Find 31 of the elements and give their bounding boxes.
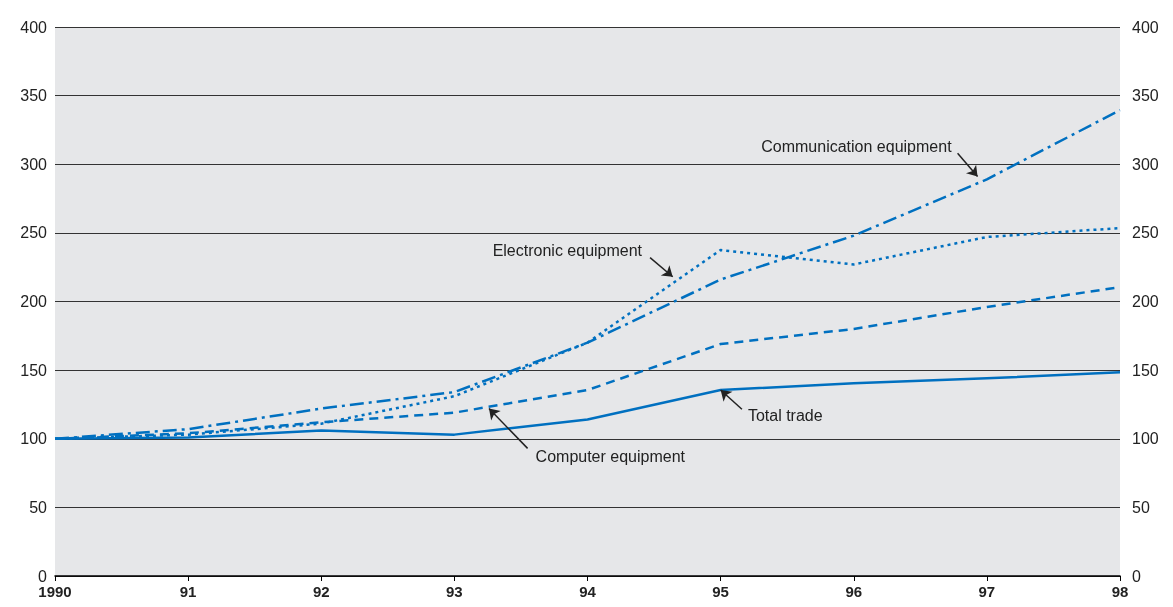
x-tick-label: 1990 [38, 583, 72, 600]
y-tick-label: 0 [38, 567, 48, 585]
y2-tick-label: 400 [1132, 18, 1159, 36]
y2-tick-label: 100 [1132, 430, 1159, 448]
y2-tick-label: 350 [1132, 87, 1159, 105]
x-tick-label: 93 [446, 583, 463, 600]
y-tick-label: 300 [20, 155, 48, 173]
annotation: Computer equipment [535, 447, 686, 465]
x-tick-label: 98 [1111, 583, 1129, 600]
annotation: Electronic equipment [492, 242, 643, 260]
annotation: Communication equipment [761, 137, 953, 155]
x-tick-label: 96 [845, 583, 863, 600]
x-tick-label: 91 [179, 583, 197, 600]
x-tick-label: 95 [712, 583, 729, 600]
y-tick-label: 400 [20, 18, 48, 36]
y2-tick-label: 300 [1132, 155, 1159, 173]
y-tick-label: 200 [20, 293, 48, 310]
y-tick-label: 150 [20, 361, 48, 379]
x-tick-label: 94 [579, 583, 597, 600]
y-tick-label: 100 [20, 430, 48, 448]
y-tick-label: 250 [20, 224, 48, 242]
y-tick-label: 350 [20, 87, 48, 105]
y2-tick-label: 200 [1132, 293, 1159, 310]
y2-tick-label: 250 [1132, 224, 1159, 242]
y2-tick-label: 150 [1132, 361, 1159, 379]
annotation: Total trade [747, 406, 823, 424]
x-tick-label: 97 [978, 583, 996, 600]
y-tick-label: 50 [29, 498, 48, 516]
y2-tick-label: 0 [1132, 567, 1141, 585]
y2-tick-label: 50 [1132, 498, 1150, 516]
x-tick-label: 92 [312, 583, 330, 600]
